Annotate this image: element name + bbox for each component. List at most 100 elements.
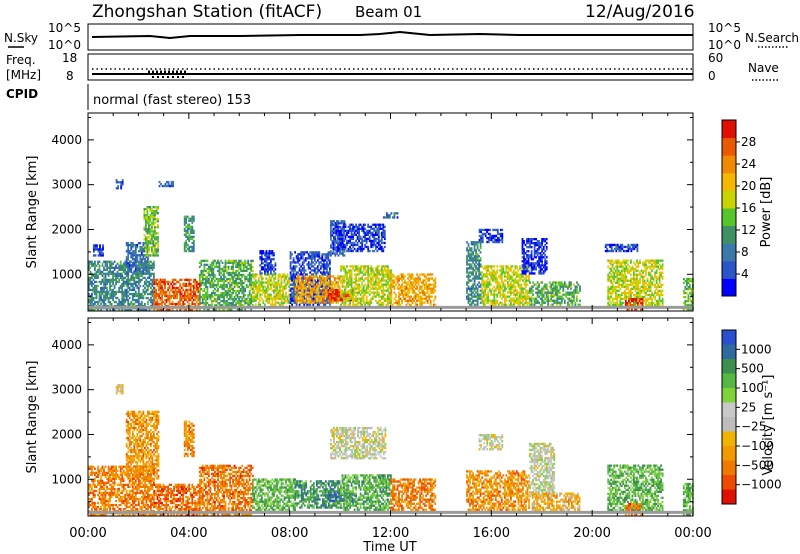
power-cell bbox=[174, 286, 177, 290]
power-cell bbox=[485, 267, 488, 270]
power-cell bbox=[398, 275, 400, 278]
power-cell bbox=[356, 287, 359, 290]
power-cell bbox=[134, 284, 137, 288]
power-cell bbox=[316, 269, 319, 272]
power-cell bbox=[335, 299, 337, 302]
power-cell bbox=[183, 282, 186, 286]
power-cell bbox=[139, 258, 142, 261]
power-cell bbox=[350, 227, 353, 230]
power-cell bbox=[167, 182, 170, 186]
power-cell bbox=[356, 301, 359, 304]
power-cell bbox=[115, 280, 117, 284]
power-cell bbox=[334, 231, 336, 234]
power-cell bbox=[305, 297, 308, 300]
power-cell bbox=[194, 278, 197, 281]
power-cell bbox=[508, 269, 511, 272]
power-cell bbox=[143, 212, 146, 215]
power-cell bbox=[481, 297, 484, 300]
power-cell bbox=[148, 274, 151, 277]
power-cell bbox=[107, 290, 110, 294]
power-cell bbox=[280, 301, 283, 304]
power-cell bbox=[334, 235, 336, 238]
power-cell bbox=[466, 263, 468, 266]
power-cell bbox=[344, 233, 347, 236]
power-cell bbox=[413, 297, 415, 300]
power-cell bbox=[145, 250, 147, 253]
power-cell bbox=[346, 239, 348, 243]
power-cell bbox=[343, 275, 345, 278]
power-cell bbox=[376, 249, 379, 253]
power-cell bbox=[316, 259, 319, 262]
power-cell bbox=[198, 302, 201, 306]
power-cell bbox=[171, 309, 174, 312]
power-cell bbox=[319, 265, 322, 268]
power-cell bbox=[223, 281, 225, 285]
power-cell bbox=[356, 297, 359, 300]
power-cell bbox=[349, 283, 351, 286]
power-cell bbox=[198, 287, 201, 291]
power-cell bbox=[197, 288, 200, 292]
power-cell bbox=[152, 206, 155, 209]
power-cell bbox=[166, 184, 168, 188]
power-cell bbox=[358, 231, 360, 234]
power-cell bbox=[93, 250, 95, 253]
power-cell bbox=[115, 296, 117, 300]
power-cell bbox=[469, 271, 471, 274]
power-cell bbox=[350, 247, 353, 251]
power-cell bbox=[230, 275, 233, 279]
power-cell bbox=[145, 268, 148, 271]
power-cell bbox=[264, 270, 266, 273]
power-cell bbox=[262, 285, 265, 288]
power-cell bbox=[473, 265, 476, 268]
power-cell bbox=[148, 246, 150, 249]
power-cell bbox=[475, 303, 477, 306]
power-cell bbox=[183, 290, 186, 294]
power-cell bbox=[352, 237, 354, 241]
power-cell bbox=[248, 271, 251, 275]
power-cell bbox=[417, 297, 420, 300]
power-cell bbox=[353, 227, 356, 230]
power-cell bbox=[145, 262, 148, 265]
power-cell bbox=[89, 294, 92, 298]
power-cell bbox=[330, 232, 332, 235]
power-cell bbox=[347, 279, 350, 282]
power-cell bbox=[370, 299, 373, 302]
power-cell bbox=[242, 263, 245, 266]
power-cell bbox=[350, 231, 353, 234]
power-cell bbox=[137, 288, 140, 292]
power-cell bbox=[104, 278, 107, 281]
power-cell bbox=[330, 250, 332, 253]
power-cell bbox=[428, 295, 431, 298]
power-cell bbox=[194, 296, 197, 300]
power-cell bbox=[407, 299, 409, 302]
power-cell bbox=[145, 272, 148, 275]
power-cell bbox=[410, 283, 412, 286]
power-cell bbox=[327, 271, 330, 274]
power-cell bbox=[211, 267, 213, 271]
power-cell bbox=[121, 276, 124, 279]
power-cell bbox=[214, 283, 216, 287]
power-cell bbox=[163, 184, 165, 188]
cpid-label: CPID bbox=[6, 87, 38, 101]
power-cell bbox=[388, 291, 391, 294]
power-cell bbox=[139, 264, 142, 267]
power-cell bbox=[380, 223, 383, 226]
power-cell bbox=[340, 235, 342, 238]
power-cell bbox=[92, 309, 95, 312]
power-cell bbox=[505, 299, 508, 302]
power-cell bbox=[432, 291, 435, 294]
power-cell bbox=[335, 229, 338, 232]
power-cell bbox=[497, 285, 500, 288]
power-cell bbox=[198, 292, 201, 295]
power-cell bbox=[124, 292, 127, 296]
power-cell bbox=[253, 277, 256, 280]
power-cell bbox=[466, 283, 468, 286]
power-cell bbox=[235, 263, 237, 266]
power-cell bbox=[500, 267, 503, 270]
power-cell bbox=[140, 296, 143, 300]
power-cell bbox=[367, 287, 370, 290]
power-cell bbox=[251, 273, 254, 276]
power-cell bbox=[145, 284, 148, 288]
power-cell bbox=[211, 283, 213, 287]
power-cell bbox=[352, 249, 354, 253]
